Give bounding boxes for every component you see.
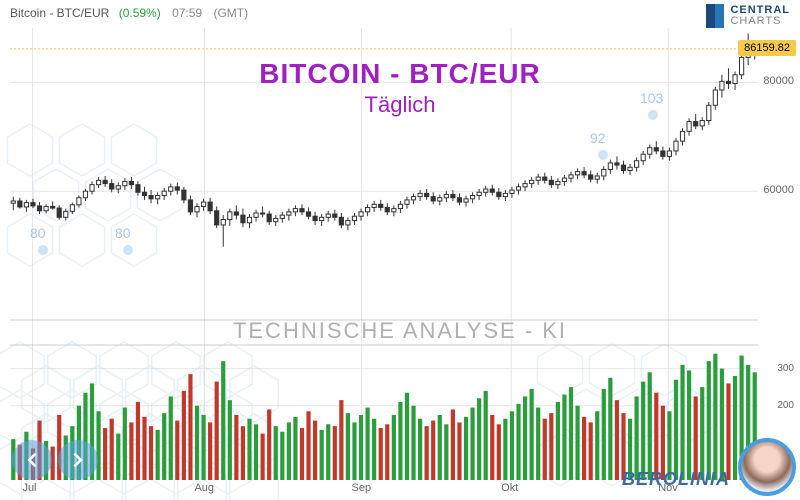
x-tick-label: Jul	[22, 482, 36, 494]
logo-line2: CHARTS	[730, 16, 790, 27]
vol-tick-label: 300	[777, 363, 794, 374]
timezone: (GMT)	[213, 6, 248, 20]
y-tick-label: 60000	[763, 184, 794, 196]
chart-title: BITCOIN - BTC/EUR	[0, 58, 800, 90]
chart-subtitle: TECHNISCHE ANALYSE - KI	[0, 318, 800, 344]
x-tick-label: Okt	[501, 482, 518, 494]
chart-container: Bitcoin - BTC/EUR (0.59%) 07:59 (GMT) CE…	[0, 0, 800, 500]
vol-tick-label: 200	[777, 400, 794, 411]
last-price-badge: 86159.82	[738, 40, 796, 56]
avatar-icon[interactable]	[738, 438, 796, 496]
chart-timeframe: Täglich	[0, 92, 800, 118]
branding-text: BEROLINIA	[622, 469, 730, 490]
x-tick-label: Sep	[352, 482, 372, 494]
pct-change: (0.59%)	[119, 6, 161, 20]
instrument-name: Bitcoin - BTC/EUR	[10, 6, 109, 20]
chart-header: Bitcoin - BTC/EUR (0.59%) 07:59 (GMT)	[10, 6, 248, 20]
scroll-right-button[interactable]	[58, 440, 98, 480]
provider-logo[interactable]: CENTRAL CHARTS	[706, 4, 790, 28]
x-tick-label: Aug	[194, 482, 214, 494]
timestamp: 07:59	[172, 6, 202, 20]
logo-text: CENTRAL CHARTS	[730, 5, 790, 27]
scroll-left-button[interactable]	[12, 440, 52, 480]
logo-icon	[706, 4, 724, 28]
chart-title-block: BITCOIN - BTC/EUR Täglich	[0, 58, 800, 118]
